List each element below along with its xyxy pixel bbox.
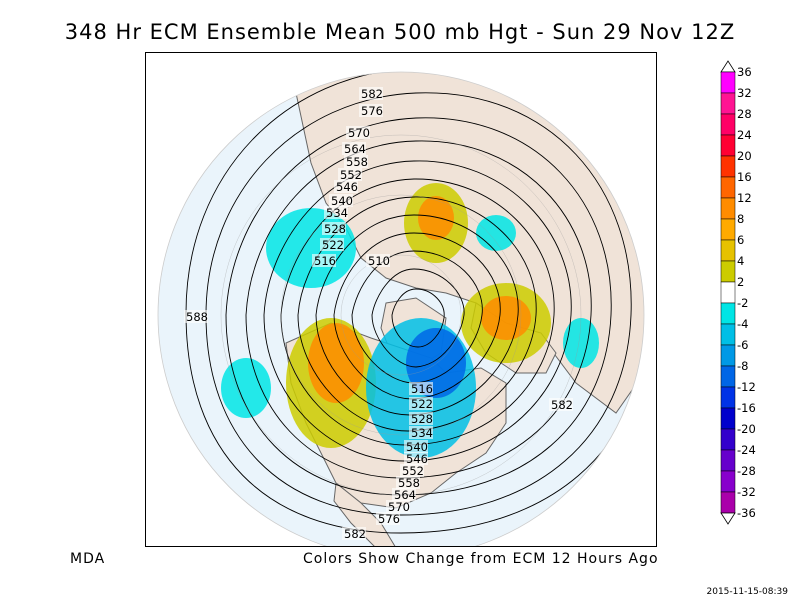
colorbar-label: 6 [737,233,744,247]
caption: Colors Show Change from ECM 12 Hours Ago [303,551,659,567]
colorbar-arrow-up [720,60,736,73]
land-central-america [333,482,397,546]
colorbar-label: 4 [737,254,744,268]
contour-label: 534 [411,426,433,440]
colorbar-label: -16 [737,401,756,415]
contour-label: 528 [411,412,433,426]
contour-label: 564 [344,142,366,156]
colorbar-cell [720,218,736,241]
colorbar-cell [720,176,736,199]
contour-label: 558 [346,155,368,169]
contour-label: 540 [331,194,353,208]
colorbar-cell [720,134,736,157]
contour-label: 582 [551,398,573,412]
colorbar-label: 12 [737,191,752,205]
contour-label: 552 [402,464,424,478]
colorbar-cells [720,60,736,525]
colorbar-label: 36 [737,65,752,79]
colorbar-label: -8 [737,359,748,373]
colorbar-label: 32 [737,86,752,100]
contour-label: 582 [361,87,383,101]
colorbar-cell [720,71,736,94]
colorbar-labels: 36 32 28 24 20 16 12 8 6 4 2 -2 -4 -6 -8 -12 -16 -20 -24 -2… [737,65,756,520]
colorbar-cell [720,260,736,283]
contour-label: 570 [388,500,410,514]
contour-label: 540 [406,440,428,454]
colorbar-cell [720,155,736,178]
colorbar-label: 16 [737,170,752,184]
colorbar-label: 2 [737,275,744,289]
colorbar-cell [720,113,736,136]
anomaly-cyan-asia [476,215,516,251]
anomaly-orange-pacific [481,296,531,340]
colorbar-cell [720,344,736,367]
colorbar-cell [720,407,736,430]
height-contours [185,72,644,534]
colorbar-label: -12 [737,380,756,394]
contour-label: 558 [398,476,420,490]
colorbar-label: 20 [737,149,752,163]
colorbar-cell [720,449,736,472]
colorbar: 36 32 28 24 20 16 12 8 6 4 2 -2 -4 -6 -8 -12 -16 -20 -24 -2… [720,60,756,525]
contour-label: 546 [406,452,428,466]
contour-label: 576 [361,104,383,118]
colorbar-cell [720,491,736,514]
contour-label: 546 [336,180,358,194]
contour-label: 570 [348,126,370,140]
contour-label: 522 [411,397,433,411]
colorbar-label: -6 [737,338,748,352]
map-title: 348 Hr ECM Ensemble Mean 500 mb Hgt - Su… [64,20,736,44]
anomaly-cyan-east [563,318,599,368]
colorbar-cell [720,302,736,325]
contour-label: 576 [378,512,400,526]
contour-label: 516 [314,254,336,268]
contour-label: 522 [322,238,344,252]
contour-label: 564 [394,488,416,502]
colorbar-label: -24 [737,443,756,457]
colorbar-cell [720,365,736,388]
contour-label: 516 [411,382,433,396]
colorbar-label: -4 [737,317,748,331]
colorbar-cell [720,323,736,346]
contour-label: 534 [326,206,348,220]
colorbar-label: -20 [737,422,756,436]
colorbar-cell [720,281,736,304]
timestamp: 2015-11-15-08:39 [706,587,789,597]
colorbar-cell [720,386,736,409]
contour-label: 588 [186,310,208,324]
colorbar-cell [720,470,736,493]
contour-label: 552 [340,168,362,182]
colorbar-label: -36 [737,506,756,520]
colorbar-label: -2 [737,296,748,310]
contour-label: 582 [344,527,366,541]
anomaly-orange-siberia [418,196,454,240]
colorbar-label: 8 [737,212,744,226]
colorbar-arrow-down [720,512,736,525]
colorbar-label: -32 [737,485,756,499]
contour-label: 510 [368,254,390,268]
colorbar-label: -28 [737,464,756,478]
colorbar-label: 28 [737,107,752,121]
colorbar-cell [720,92,736,115]
contour-label: 528 [324,222,346,236]
colorbar-cell [720,428,736,451]
map-frame: 582 576 570 564 558 552 546 540 534 528 522 516 510 5… [145,52,657,547]
colorbar-cell [720,197,736,220]
colorbar-cell [720,239,736,262]
source-label: MDA [70,551,106,567]
colorbar-label: 24 [737,128,752,142]
